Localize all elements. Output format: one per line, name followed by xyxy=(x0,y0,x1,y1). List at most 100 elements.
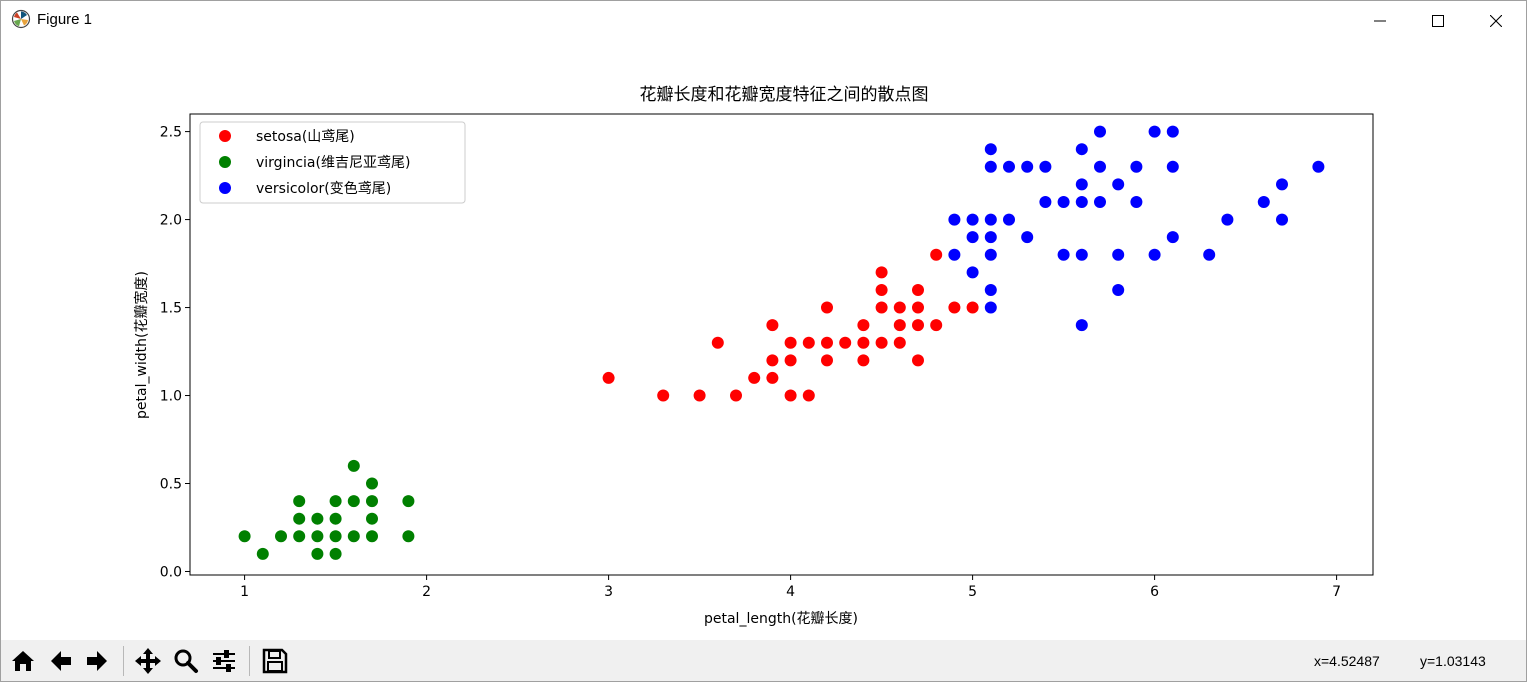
home-icon xyxy=(12,651,34,671)
scatter-point-versicolor xyxy=(1075,248,1088,261)
scatter-point-versicolor xyxy=(1166,160,1179,173)
scatter-point-setosa xyxy=(875,301,888,314)
save-disk-icon xyxy=(262,648,288,674)
scatter-point-versicolor xyxy=(1075,195,1088,208)
forward-arrow-icon xyxy=(87,651,107,671)
scatter-point-versicolor xyxy=(1257,195,1270,208)
minimize-button[interactable] xyxy=(1351,1,1409,40)
legend-marker-versicolor xyxy=(219,182,231,194)
scatter-point-virgincia xyxy=(311,547,324,560)
scatter-point-versicolor xyxy=(1039,160,1052,173)
scatter-point-setosa xyxy=(857,319,870,332)
scatter-point-versicolor xyxy=(1003,160,1015,173)
legend-box xyxy=(199,121,466,204)
close-button[interactable] xyxy=(1467,1,1525,40)
scatter-point-virgincia xyxy=(311,530,324,543)
scatter-point-virgincia xyxy=(402,495,415,508)
maximize-icon xyxy=(1432,14,1444,27)
scatter-point-versicolor xyxy=(984,283,997,296)
scatter-point-versicolor xyxy=(1166,125,1179,138)
scatter-point-versicolor xyxy=(948,248,961,261)
scatter-point-setosa xyxy=(912,283,924,296)
figure-canvas[interactable]: 花瓣长度和花瓣宽度特征之间的散点图 1 2 3 4 5 6 7 0.0 0.5 1.0 1.5 2.0… xyxy=(1,40,1526,640)
toolbar-separator xyxy=(123,646,124,676)
toolbar-separator xyxy=(249,646,250,676)
x-tick-label: 6 xyxy=(1150,584,1159,600)
scatter-point-versicolor xyxy=(984,160,997,173)
scatter-point-setosa xyxy=(839,336,852,349)
configure-subplots-button[interactable] xyxy=(208,645,240,677)
axes-frame xyxy=(189,113,1374,576)
scatter-point-virgincia xyxy=(366,530,378,543)
scatter-point-setosa xyxy=(966,301,979,314)
home-button[interactable] xyxy=(7,645,39,677)
close-icon xyxy=(1490,14,1502,27)
x-axis-label: petal_length(花瓣长度) xyxy=(704,611,858,627)
scatter-point-setosa xyxy=(693,389,706,402)
scatter-point-versicolor xyxy=(1003,213,1015,226)
scatter-point-setosa xyxy=(784,336,797,349)
scatter-point-setosa xyxy=(948,301,961,314)
scatter-point-setosa xyxy=(893,301,906,314)
scatter-point-versicolor xyxy=(948,213,961,226)
scatter-point-virgincia xyxy=(238,530,251,543)
scatter-point-versicolor xyxy=(1057,195,1070,208)
scatter-point-versicolor xyxy=(1021,231,1034,244)
scatter-point-setosa xyxy=(821,354,833,367)
scatter-point-virgincia xyxy=(366,477,378,490)
y-tick-label: 2.5 xyxy=(160,125,182,141)
pan-button[interactable] xyxy=(132,645,164,677)
scatter-point-virgincia xyxy=(366,495,378,508)
scatter-point-setosa xyxy=(802,336,815,349)
scatter-point-versicolor xyxy=(1075,178,1088,191)
scatter-point-versicolor xyxy=(1166,231,1179,244)
scatter-point-virgincia xyxy=(329,495,342,508)
scatter-point-versicolor xyxy=(984,248,997,261)
scatter-point-setosa xyxy=(766,371,779,384)
y-tick-label: 2.0 xyxy=(160,213,182,229)
scatter-point-setosa xyxy=(912,354,924,367)
scatter-point-setosa xyxy=(766,354,779,367)
scatter-point-versicolor xyxy=(984,213,997,226)
cursor-y-readout: y=1.03143 xyxy=(1420,653,1486,669)
x-tick-label: 2 xyxy=(422,584,431,600)
legend: setosa(山鸢尾) virgincia(维吉尼亚鸢尾) versicolor… xyxy=(199,121,466,204)
scatter-point-virgincia xyxy=(293,530,306,543)
scatter-point-versicolor xyxy=(1130,195,1143,208)
scatter-point-setosa xyxy=(784,354,797,367)
minimize-icon xyxy=(1374,20,1386,21)
scatter-point-versicolor xyxy=(1203,248,1216,261)
scatter-point-setosa xyxy=(657,389,670,402)
scatter-chart[interactable]: 花瓣长度和花瓣宽度特征之间的散点图 1 2 3 4 5 6 7 0.0 0.5 1.0 1.5 2.0… xyxy=(1,40,1526,640)
forward-button[interactable] xyxy=(81,645,113,677)
scatter-point-setosa xyxy=(875,336,888,349)
scatter-point-setosa xyxy=(784,389,797,402)
scatter-point-versicolor xyxy=(966,213,979,226)
zoom-button[interactable] xyxy=(170,645,202,677)
x-tick-label: 7 xyxy=(1332,584,1341,600)
scatter-point-setosa xyxy=(821,336,833,349)
scatter-point-versicolor xyxy=(1112,248,1125,261)
maximize-button[interactable] xyxy=(1409,1,1467,40)
y-tick-label: 0.0 xyxy=(160,564,182,580)
scatter-point-virgincia xyxy=(256,547,269,560)
back-button[interactable] xyxy=(45,645,77,677)
scatter-point-versicolor xyxy=(1221,213,1234,226)
legend-label-versicolor: versicolor(变色鸢尾) xyxy=(256,180,391,197)
scatter-point-versicolor xyxy=(1276,213,1288,226)
scatter-point-setosa xyxy=(711,336,724,349)
scatter-point-setosa xyxy=(802,389,815,402)
title-bar[interactable]: Figure 1 xyxy=(1,1,1526,40)
scatter-point-setosa xyxy=(893,336,906,349)
save-button[interactable] xyxy=(259,645,291,677)
scatter-point-setosa xyxy=(912,319,924,332)
y-tick-label: 1.5 xyxy=(160,301,182,317)
scatter-point-versicolor xyxy=(1112,178,1125,191)
scatter-point-setosa xyxy=(875,266,888,279)
scatter-point-setosa xyxy=(748,371,761,384)
scatter-point-versicolor xyxy=(1112,283,1125,296)
scatter-point-setosa xyxy=(730,389,742,402)
scatter-point-virgincia xyxy=(329,530,342,543)
configure-subplots-icon xyxy=(213,650,235,672)
